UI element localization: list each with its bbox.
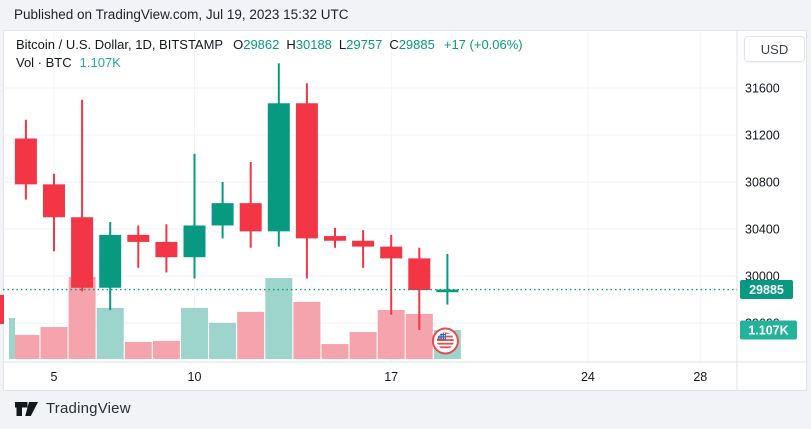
volume-badge: [740, 320, 797, 340]
volume-value: 1.107K: [79, 55, 121, 70]
volume-bar: [40, 327, 68, 359]
time-tick-label: 28: [693, 370, 707, 384]
candle-body: [127, 234, 150, 242]
last-price-badge-text: 29885: [749, 283, 784, 297]
close-label: C: [389, 37, 399, 52]
volume-bar: [152, 340, 180, 359]
candle-body: [99, 234, 122, 288]
candle-body: [239, 203, 262, 232]
published-caption: Published on TradingView.com, Jul 19, 20…: [14, 7, 349, 22]
candle-body: [295, 103, 318, 239]
close-value: 29885: [398, 37, 435, 52]
footer: TradingView: [14, 399, 131, 418]
volume-bar: [124, 341, 152, 359]
candle-body: [211, 203, 234, 226]
open-label: O: [233, 37, 244, 52]
volume-bar: [181, 307, 208, 359]
tradingview-brand: TradingView: [46, 400, 131, 417]
price-tick-label: 30000: [745, 270, 780, 284]
candle-body: [324, 236, 346, 241]
price-tick-label: 31200: [745, 129, 780, 143]
candle-body: [380, 246, 403, 259]
candle-body: [43, 184, 65, 218]
candle-body: [436, 289, 459, 293]
open-value: 29862: [243, 37, 280, 52]
change-value: +17 (+0.06%): [443, 37, 523, 52]
symbol-title: Bitcoin / U.S. Dollar, 1D, BITSTAMP: [16, 37, 224, 52]
chart-legend: Bitcoin / U.S. Dollar, 1D, BITSTAMP O2986…: [16, 37, 523, 71]
volume-bar: [293, 301, 321, 359]
candle-body: [155, 241, 178, 258]
edge-fragment: [0, 295, 4, 324]
time-tick-label: 24: [581, 370, 595, 384]
price-tick-label: 31600: [745, 82, 780, 96]
high-value: 30188: [295, 37, 332, 52]
us-flag-icon: [431, 327, 459, 355]
time-tick-label: 5: [51, 370, 58, 384]
low-label: L: [338, 37, 347, 52]
volume-bar: [209, 322, 237, 359]
time-tick-label: 10: [188, 370, 202, 384]
volume-badge-text: 1.107K: [748, 324, 788, 338]
low-value: 29757: [346, 37, 383, 52]
last-price-badge: [740, 280, 793, 300]
volume-bar: [377, 310, 405, 359]
high-label: H: [286, 37, 296, 52]
price-tick-label: 30400: [745, 223, 780, 237]
edge-fragment: [9, 318, 15, 359]
candle-body: [14, 138, 37, 185]
volume-bar: [321, 344, 349, 359]
candle-body: [267, 103, 290, 232]
chart-panel: [3, 30, 807, 391]
candle-body: [408, 258, 431, 291]
volume-bar: [349, 332, 377, 359]
candle-body: [183, 225, 206, 258]
volume-bar: [12, 334, 40, 359]
volume-label: Vol · BTC: [16, 55, 72, 70]
candle-body: [352, 240, 375, 247]
volume-bar: [265, 278, 293, 359]
volume-bar: [237, 311, 265, 359]
candle-body: [71, 217, 94, 288]
tradingview-logo-icon[interactable]: [14, 399, 39, 418]
volume-bar: [96, 307, 124, 359]
currency-button[interactable]: USD: [744, 36, 805, 62]
time-tick-label: 17: [384, 370, 398, 384]
price-tick-label: 30800: [745, 176, 780, 190]
